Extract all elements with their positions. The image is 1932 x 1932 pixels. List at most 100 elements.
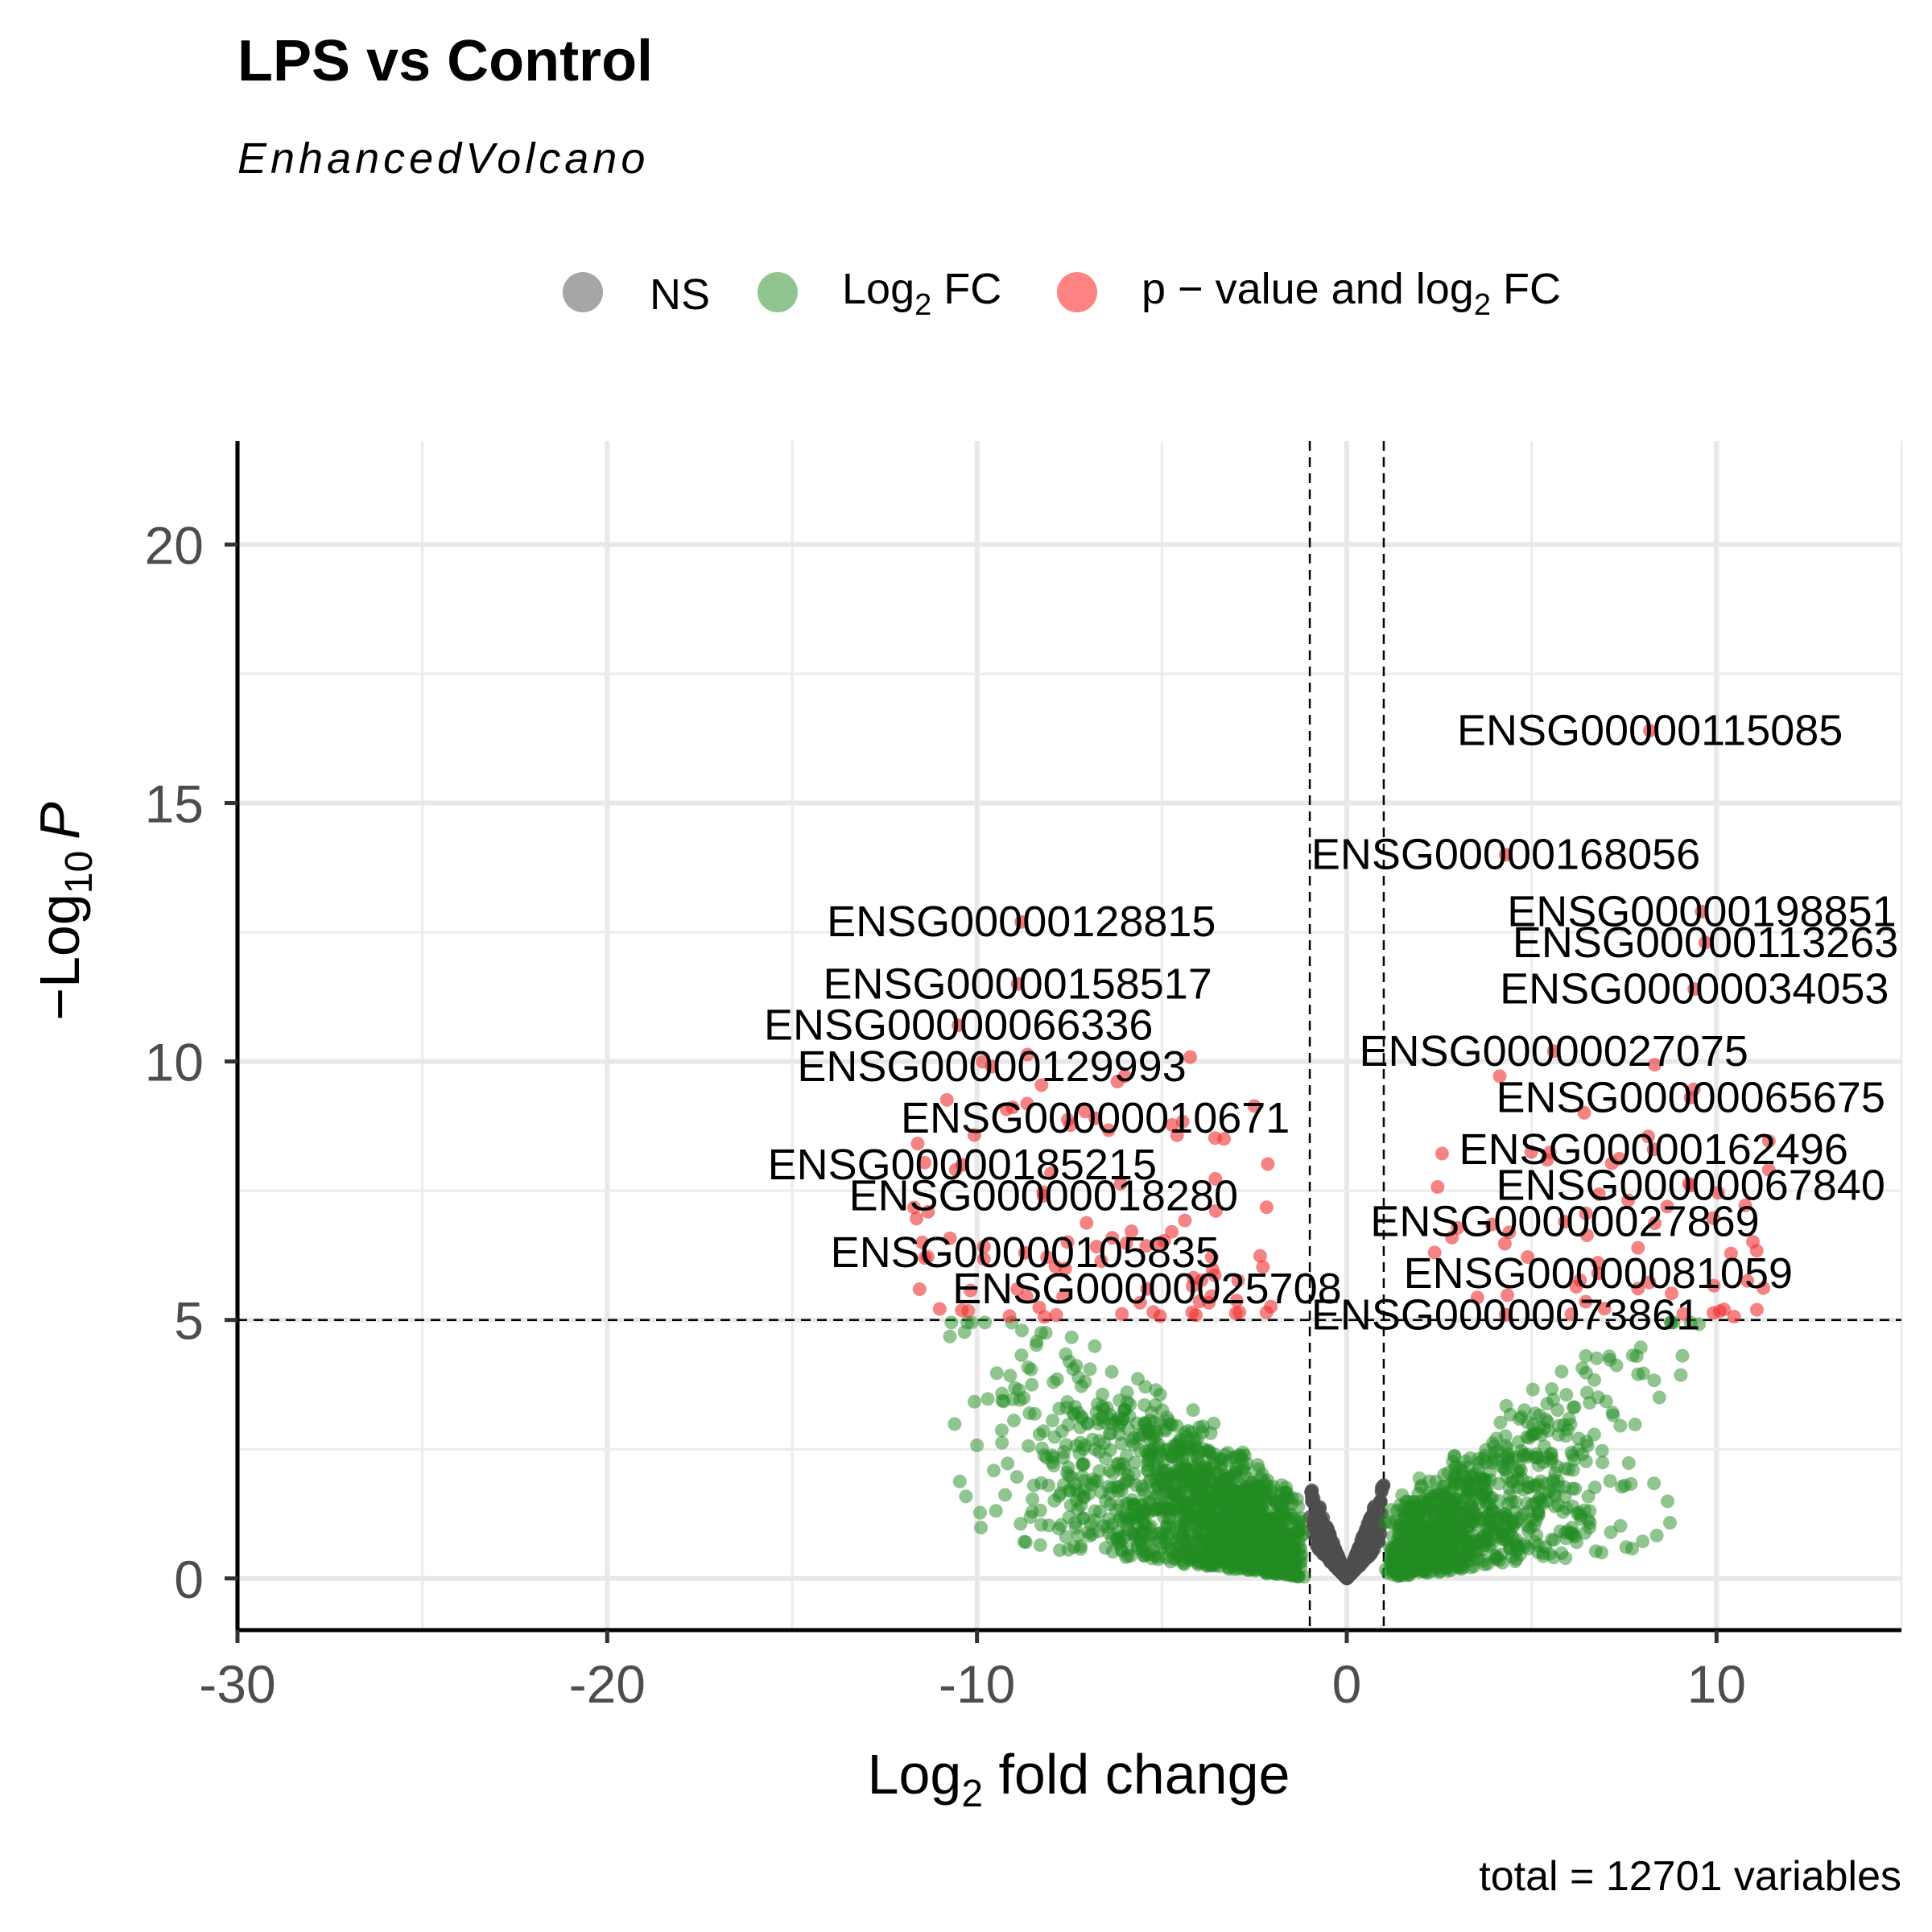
point-log2fc (1178, 1515, 1192, 1530)
point-log2fc (1448, 1541, 1462, 1555)
point-log2fc (1132, 1427, 1146, 1442)
point-log2fc (1088, 1339, 1102, 1353)
point-significant (1165, 1224, 1179, 1239)
point-log2fc (1113, 1462, 1128, 1476)
point-labeled (1687, 982, 1702, 997)
point-significant (961, 1304, 976, 1318)
point-significant (1175, 1114, 1190, 1129)
point-significant (1020, 1047, 1034, 1062)
point-log2fc (1149, 1383, 1163, 1397)
point-log2fc (1059, 1530, 1073, 1544)
point-labeled (1643, 724, 1657, 738)
gene-label: ENSG00000034053 (1500, 965, 1889, 1013)
point-significant (918, 1251, 932, 1265)
point-log2fc (1005, 1392, 1020, 1406)
point-log2fc (1094, 1485, 1108, 1500)
point-significant (1591, 1256, 1605, 1270)
point-log2fc (1147, 1415, 1162, 1430)
point-log2fc (1088, 1513, 1101, 1527)
point-log2fc (1022, 1406, 1037, 1421)
point-ns (1373, 1494, 1388, 1509)
point-significant (1631, 1282, 1645, 1296)
point-log2fc (1437, 1468, 1451, 1482)
gene-label: ENSG00000066336 (764, 1001, 1153, 1050)
point-log2fc (1554, 1364, 1569, 1379)
point-log2fc (1457, 1505, 1472, 1520)
point-significant (910, 1212, 923, 1226)
point-log2fc (1587, 1480, 1602, 1495)
point-significant (1178, 1213, 1192, 1228)
point-labeled (1088, 1111, 1103, 1125)
gene-label: ENSG00000128815 (827, 898, 1216, 946)
point-significant (1183, 1050, 1197, 1064)
point-log2fc (1136, 1517, 1150, 1531)
point-significant (976, 1252, 991, 1266)
point-labeled (1695, 904, 1709, 919)
point-significant (1524, 1145, 1538, 1159)
gene-label: ENSG00000185215 (768, 1141, 1157, 1189)
gene-labels: ENSG00000115085 ENSG00000168056 ENSG000001… (764, 707, 1898, 1340)
point-log2fc (1484, 1503, 1499, 1517)
point-log2fc (1556, 1505, 1571, 1519)
point-log2fc (1137, 1506, 1152, 1521)
point-log2fc (1199, 1554, 1213, 1569)
point-log2fc (1128, 1455, 1142, 1470)
point-log2fc (1260, 1540, 1274, 1554)
point-log2fc (1046, 1375, 1061, 1389)
point-log2fc (1512, 1460, 1526, 1475)
point-log2fc (1015, 1323, 1029, 1338)
legend-label-pvalue-log2fc: p − value and log2 FC (1141, 265, 1561, 322)
point-log2fc (1652, 1390, 1666, 1405)
point-significant (1540, 1153, 1554, 1167)
point-log2fc (1059, 1347, 1073, 1361)
point-significant (967, 1128, 981, 1142)
point-log2fc (1293, 1524, 1307, 1538)
point-log2fc (1277, 1537, 1291, 1551)
legend-key-ns (563, 272, 603, 312)
point-log2fc (1025, 1377, 1039, 1392)
point-labeled (1499, 1307, 1513, 1322)
point-ns (1315, 1522, 1329, 1537)
point-log2fc (1138, 1380, 1153, 1394)
point-significant (1564, 1307, 1579, 1322)
point-log2fc (1118, 1509, 1133, 1523)
point-log2fc (1499, 1451, 1513, 1465)
data-points (907, 724, 1776, 1586)
chart-title: LPS vs Control (237, 29, 653, 93)
point-ns (1314, 1543, 1328, 1558)
point-log2fc (943, 1329, 957, 1344)
point-log2fc (1545, 1382, 1559, 1396)
point-log2fc (1170, 1439, 1183, 1453)
point-log2fc (1387, 1563, 1402, 1576)
point-log2fc (1047, 1430, 1062, 1444)
point-significant (1256, 1260, 1270, 1274)
point-log2fc (1636, 1534, 1650, 1549)
point-significant (1115, 1307, 1129, 1321)
point-log2fc (1137, 1398, 1152, 1412)
point-log2fc (1460, 1474, 1475, 1488)
point-significant (1089, 1240, 1104, 1254)
caption: total = 12701 variables (1479, 1853, 1901, 1900)
point-log2fc (1489, 1431, 1504, 1446)
point-labeled (1683, 1179, 1698, 1193)
point-log2fc (1154, 1531, 1168, 1546)
point-log2fc (1064, 1330, 1079, 1344)
gene-label: ENSG00000065675 (1496, 1074, 1885, 1122)
point-log2fc (1571, 1443, 1586, 1457)
point-log2fc (1495, 1555, 1509, 1570)
point-log2fc (1096, 1387, 1109, 1402)
axes: -30 -20 -10 0 10 0 5 10 15 20 (145, 441, 1901, 1714)
point-log2fc (1141, 1534, 1155, 1547)
point-log2fc (1220, 1517, 1235, 1532)
point-log2fc (1591, 1390, 1605, 1405)
point-log2fc (1112, 1498, 1126, 1513)
point-log2fc (1026, 1492, 1040, 1506)
point-log2fc (1647, 1476, 1662, 1491)
point-log2fc (968, 1394, 981, 1409)
gene-label: ENSG00000162496 (1459, 1125, 1848, 1174)
y-tick-label: 0 (174, 1550, 204, 1609)
x-tick-label: 10 (1687, 1654, 1746, 1714)
x-tick-label: 0 (1332, 1654, 1362, 1714)
point-log2fc (1513, 1412, 1527, 1426)
point-log2fc (1550, 1403, 1565, 1418)
